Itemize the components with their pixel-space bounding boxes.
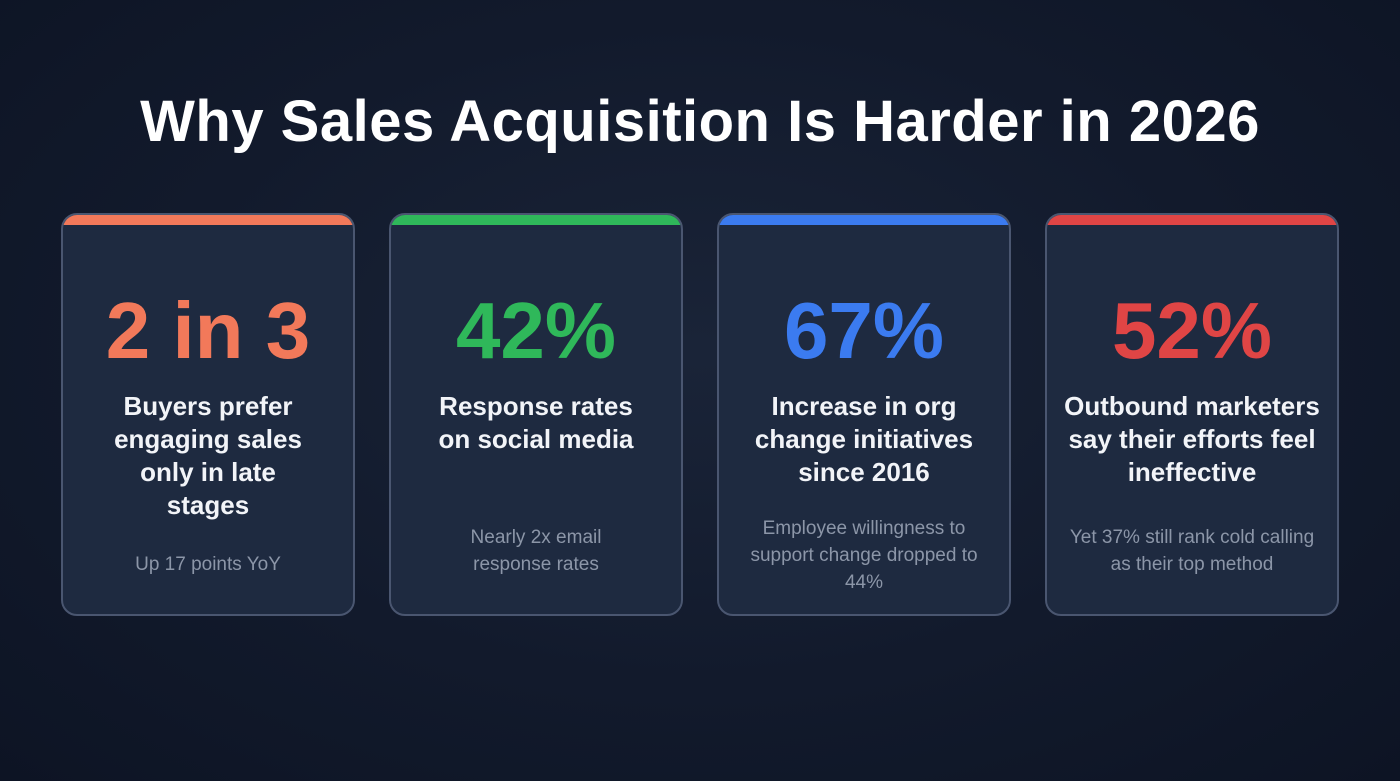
accent-bar [391, 215, 681, 225]
accent-bar [1047, 215, 1337, 225]
page-title: Why Sales Acquisition Is Harder in 2026 [140, 89, 1260, 154]
stat-card-change: 67% Increase in org change initiatives s… [717, 213, 1011, 616]
stat-value: 42% [455, 286, 617, 375]
stat-value: 52% [1111, 286, 1273, 375]
accent-bar [63, 215, 353, 225]
stat-subtext: Employee willingness to support change d… [750, 518, 978, 593]
stat-card-buyers: 2 in 3 Buyers prefer engaging sales only… [61, 213, 355, 616]
stat-description: Outbound marketers say their efforts fee… [1064, 391, 1320, 487]
stat-description: Response rates on social media [438, 391, 634, 454]
stat-card-social: 42% Response rates on social media Nearl… [389, 213, 683, 616]
stat-description: Increase in org change initiatives since… [754, 391, 974, 487]
stat-subtext: Yet 37% still rank cold calling as their… [1069, 527, 1315, 575]
stat-subtext: Nearly 2x email response rates [470, 527, 602, 575]
stat-value: 67% [783, 286, 945, 375]
stat-subtext: Up 17 points YoY [135, 554, 281, 575]
stat-description: Buyers prefer engaging sales only in lat… [114, 391, 302, 520]
stat-value: 2 in 3 [105, 286, 311, 375]
stat-card-outbound: 52% Outbound marketers say their efforts… [1045, 213, 1339, 616]
accent-bar [719, 215, 1009, 225]
